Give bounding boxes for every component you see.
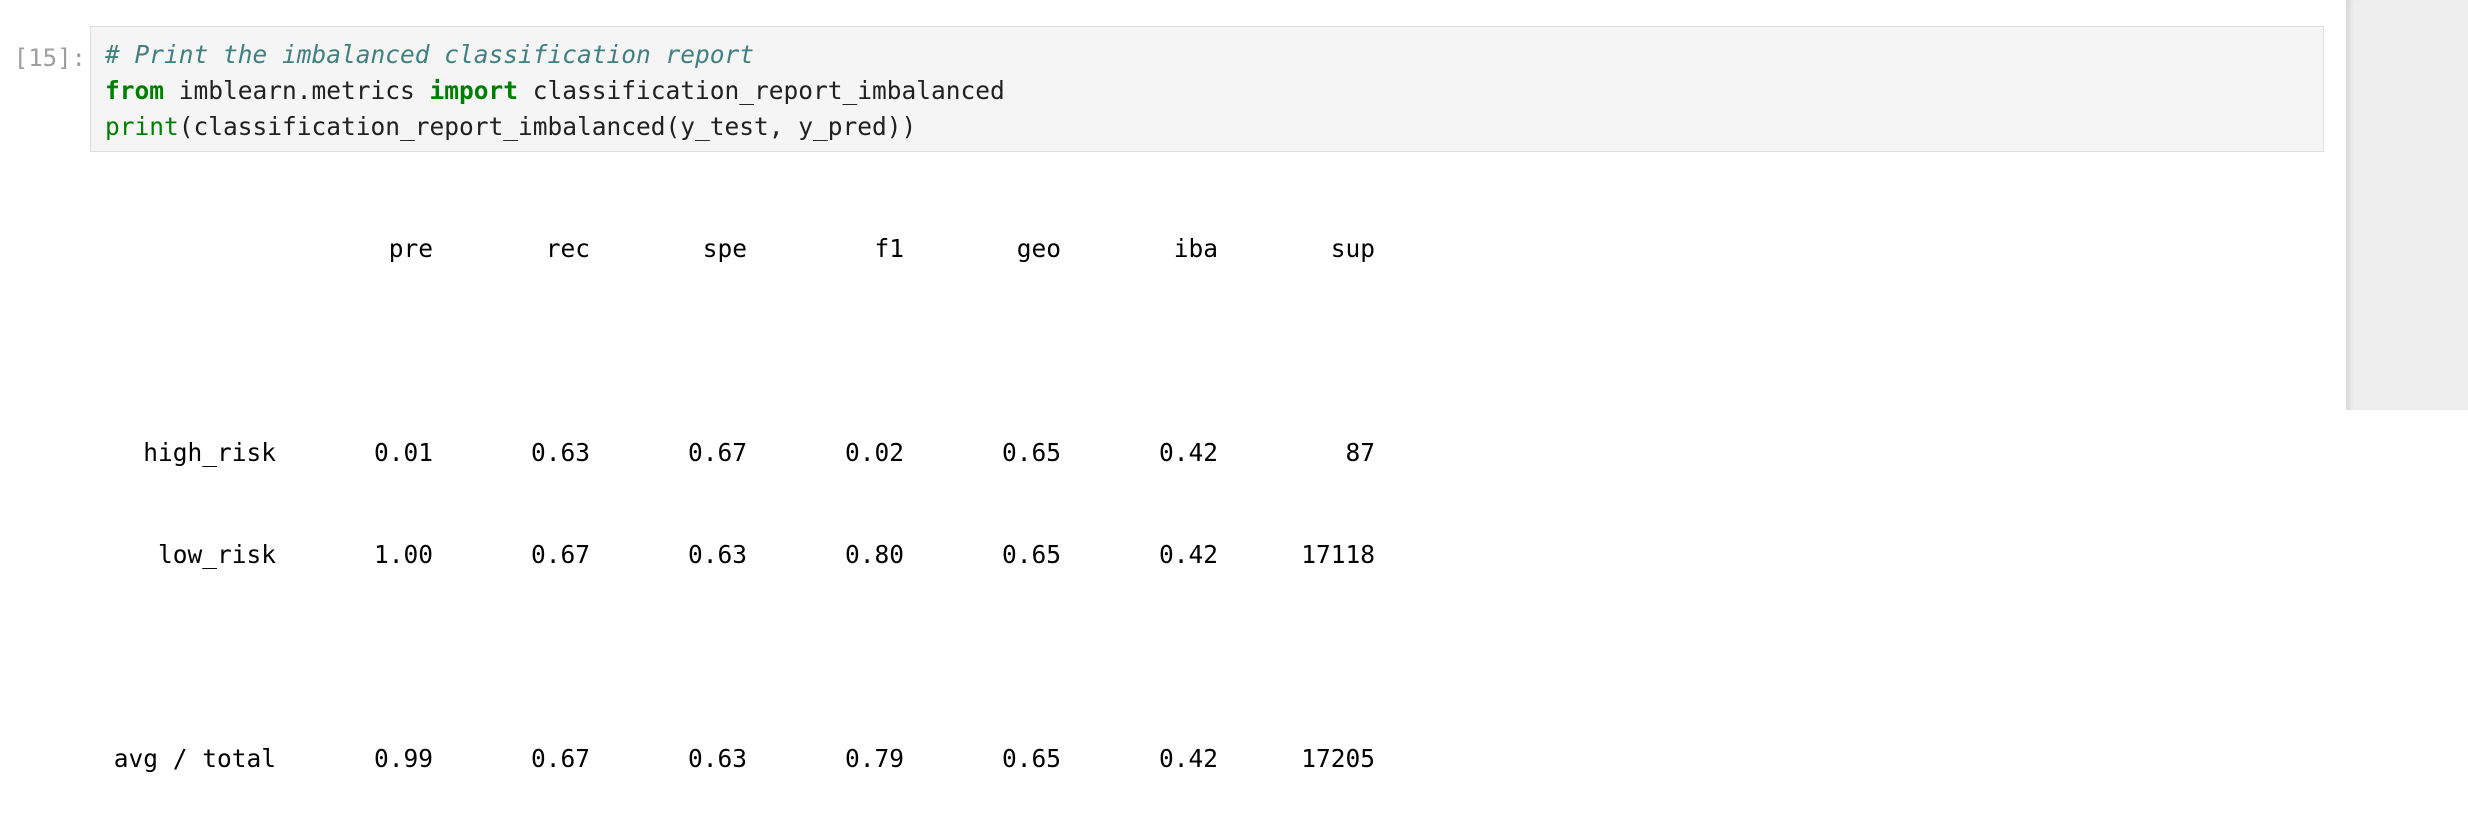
value-cell: 0.80 bbox=[844, 540, 904, 569]
value-cell: 87 bbox=[1345, 438, 1375, 467]
cell-output: pre rec spe f1 geo iba sup high_risk 0.01 0.63 0.… bbox=[104, 164, 1375, 820]
value-cell: 0.99 bbox=[373, 744, 433, 773]
header-sup: sup bbox=[1330, 234, 1375, 263]
report-row-low-risk: low_risk 1.00 0.67 0.63 0.80 0.65 0.42 17118 bbox=[104, 538, 1375, 572]
print-args: (classification_report_imbalanced(y_test… bbox=[178, 112, 917, 141]
value-cell: 0.01 bbox=[373, 438, 433, 467]
value-cell: 0.65 bbox=[1001, 744, 1061, 773]
report-row-high-risk: high_risk 0.01 0.63 0.67 0.02 0.65 0.42 87 bbox=[104, 436, 1375, 470]
value-cell: 0.65 bbox=[1001, 438, 1061, 467]
header-iba: iba bbox=[1173, 234, 1218, 263]
value-cell: 0.67 bbox=[530, 540, 590, 569]
value-cell: 0.65 bbox=[1001, 540, 1061, 569]
notebook-area: [15]: # Print the imbalanced classificat… bbox=[0, 0, 2346, 773]
value-cell: 0.63 bbox=[687, 540, 747, 569]
right-sidebar-gutter bbox=[2346, 0, 2468, 410]
row-label: high_risk bbox=[143, 438, 276, 467]
value-cell: 0.67 bbox=[687, 438, 747, 467]
module-name: imblearn.metrics bbox=[164, 76, 430, 105]
code-comment: # Print the imbalanced classification re… bbox=[105, 40, 755, 69]
blank-row bbox=[104, 640, 1375, 674]
value-cell: 17205 bbox=[1301, 744, 1375, 773]
import-name: classification_report_imbalanced bbox=[518, 76, 1005, 105]
value-cell: 0.63 bbox=[687, 744, 747, 773]
value-cell: 0.67 bbox=[530, 744, 590, 773]
value-cell: 0.79 bbox=[844, 744, 904, 773]
header-f1: f1 bbox=[874, 234, 904, 263]
header-pre: pre bbox=[388, 234, 433, 263]
header-spe: spe bbox=[702, 234, 747, 263]
keyword-import: import bbox=[429, 76, 519, 105]
row-label: low_risk bbox=[157, 540, 276, 569]
header-geo: geo bbox=[1016, 234, 1061, 263]
value-cell: 0.42 bbox=[1158, 744, 1218, 773]
blank-row bbox=[104, 334, 1375, 368]
cell-prompt: [15]: bbox=[13, 44, 86, 72]
value-cell: 0.63 bbox=[530, 438, 590, 467]
value-cell: 17118 bbox=[1301, 540, 1375, 569]
builtin-print: print bbox=[105, 112, 179, 141]
row-label: avg / total bbox=[113, 744, 276, 773]
code-cell-input[interactable]: # Print the imbalanced classification re… bbox=[90, 26, 2324, 152]
value-cell: 1.00 bbox=[373, 540, 433, 569]
keyword-from: from bbox=[105, 76, 165, 105]
value-cell: 0.42 bbox=[1158, 540, 1218, 569]
header-rec: rec bbox=[545, 234, 590, 263]
report-header-row: pre rec spe f1 geo iba sup bbox=[104, 232, 1375, 266]
report-row-total: avg / total 0.99 0.67 0.63 0.79 0.65 0.42 17205 bbox=[104, 742, 1375, 776]
code-editor[interactable]: # Print the imbalanced classification re… bbox=[105, 37, 1005, 145]
value-cell: 0.02 bbox=[844, 438, 904, 467]
value-cell: 0.42 bbox=[1158, 438, 1218, 467]
